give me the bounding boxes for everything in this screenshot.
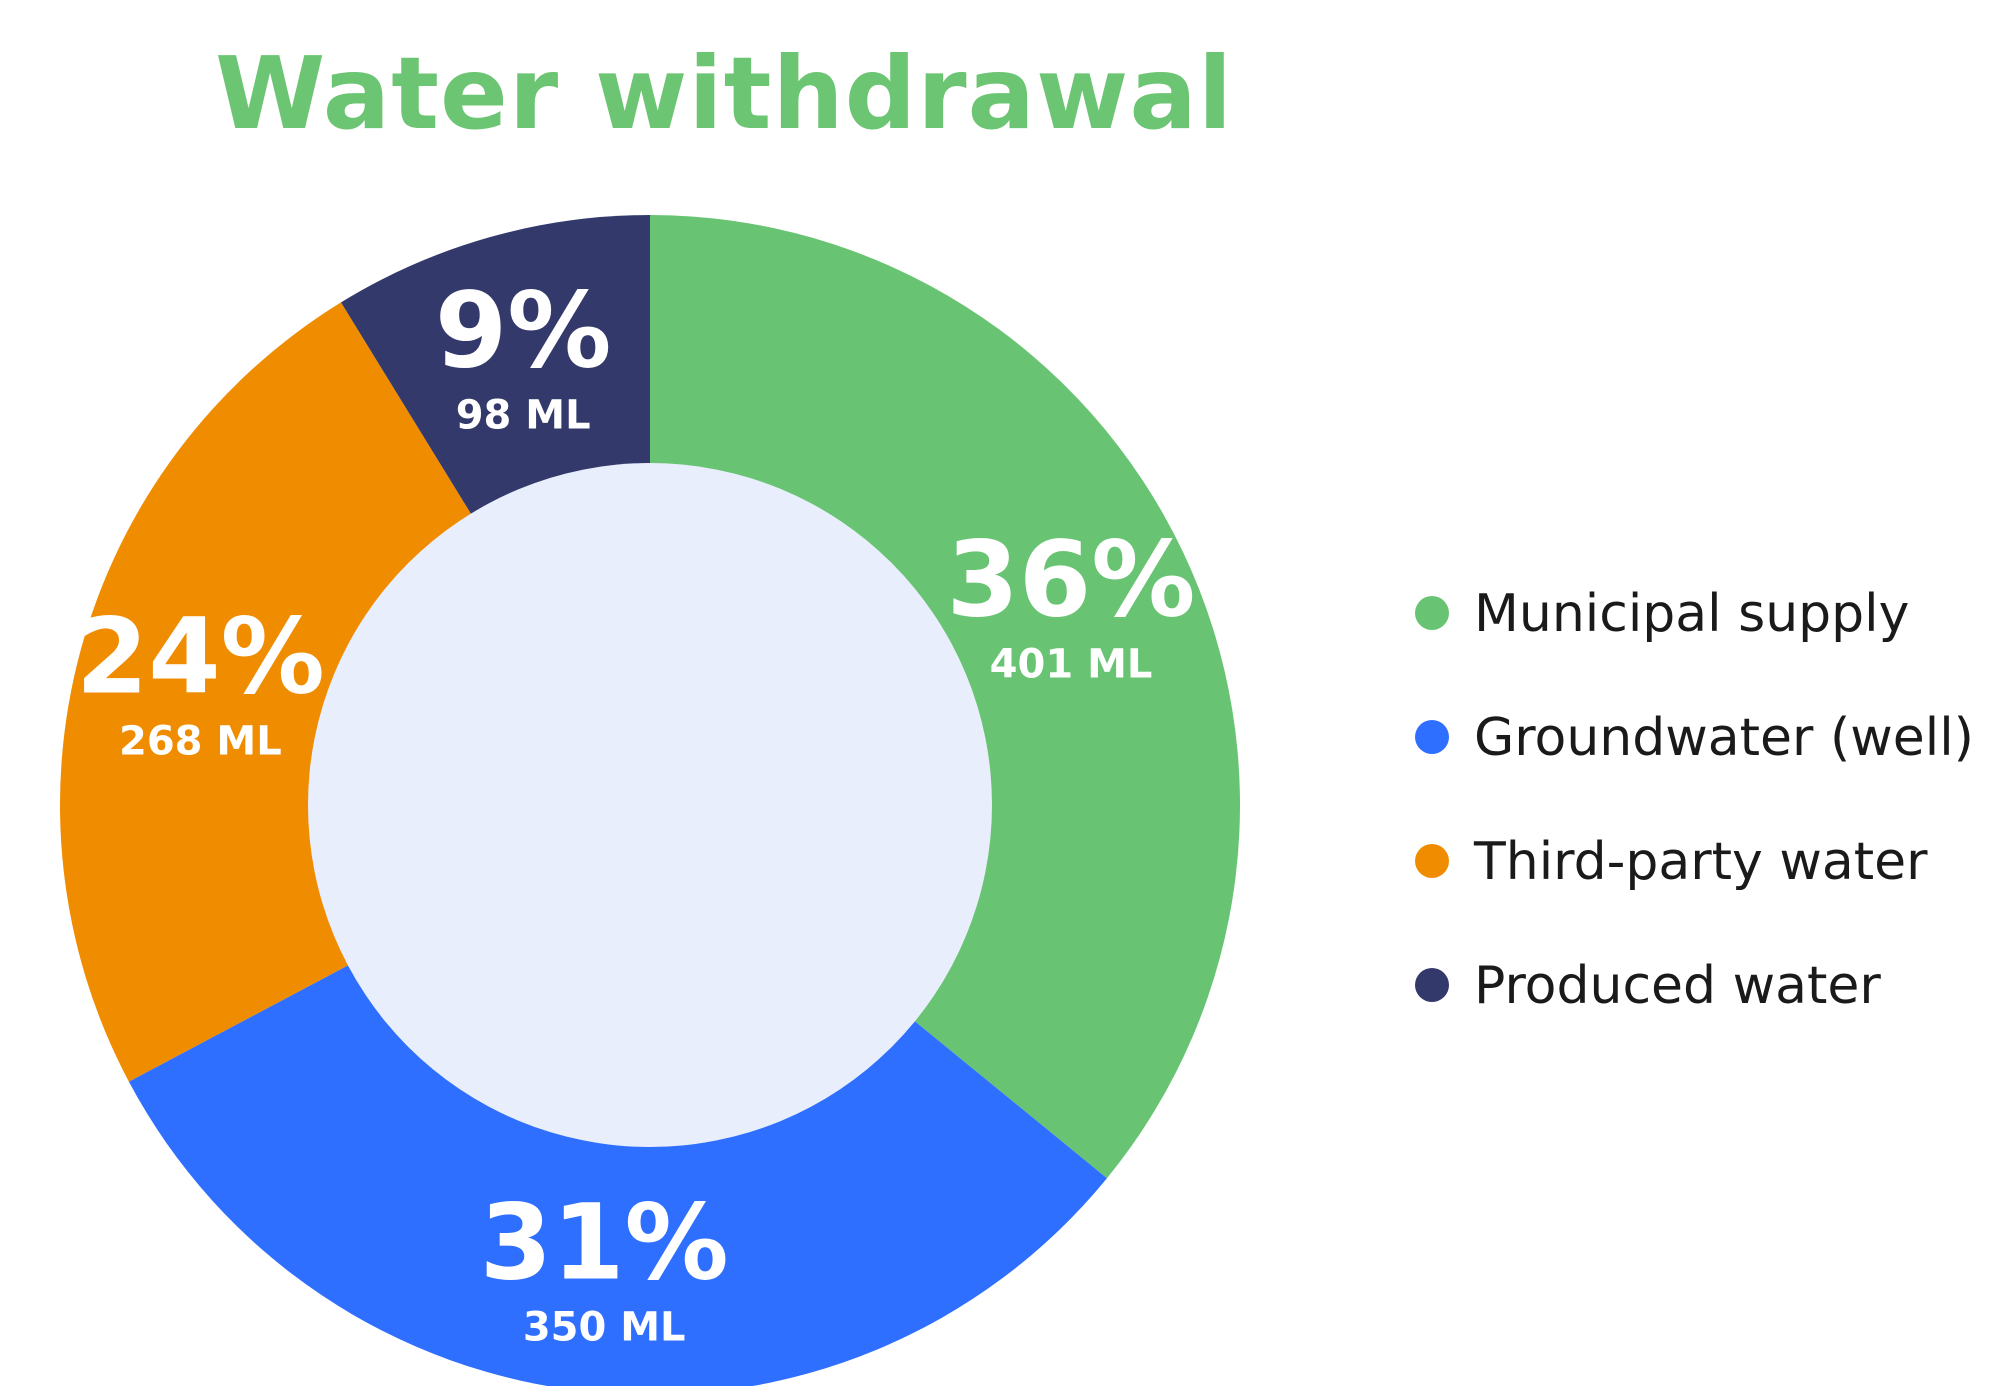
- legend-label-produced-water: Produced water: [1474, 956, 1881, 1016]
- legend-marker-groundwater-well: [1415, 720, 1449, 754]
- slice-labels: 36%401 ML 31%350 ML 24%268 ML 9%98 ML: [76, 270, 1196, 1351]
- value-label-produced-water: 98 ML: [456, 393, 591, 439]
- legend-marker-municipal-supply: [1415, 596, 1449, 630]
- percent-label-third-party-water: 24%: [76, 596, 325, 718]
- value-label-groundwater-well: 350 ML: [523, 1305, 686, 1351]
- legend-label-municipal-supply: Municipal supply: [1474, 584, 1909, 644]
- percent-label-municipal-supply: 36%: [947, 518, 1196, 640]
- value-label-third-party-water: 268 ML: [119, 719, 282, 765]
- legend-marker-third-party-water: [1415, 844, 1449, 878]
- legend-label-third-party-water: Third-party water: [1473, 832, 1928, 892]
- chart-title: Water withdrawal: [215, 35, 1233, 152]
- percent-label-groundwater-well: 31%: [480, 1182, 729, 1304]
- legend-label-groundwater-well: Groundwater (well): [1474, 708, 1974, 768]
- legend: Municipal supply Groundwater (well) Third-…: [1415, 584, 1974, 1016]
- donut-center: [308, 463, 992, 1147]
- percent-label-produced-water: 9%: [435, 270, 612, 392]
- value-label-municipal-supply: 401 ML: [990, 641, 1153, 687]
- legend-marker-produced-water: [1415, 968, 1449, 1002]
